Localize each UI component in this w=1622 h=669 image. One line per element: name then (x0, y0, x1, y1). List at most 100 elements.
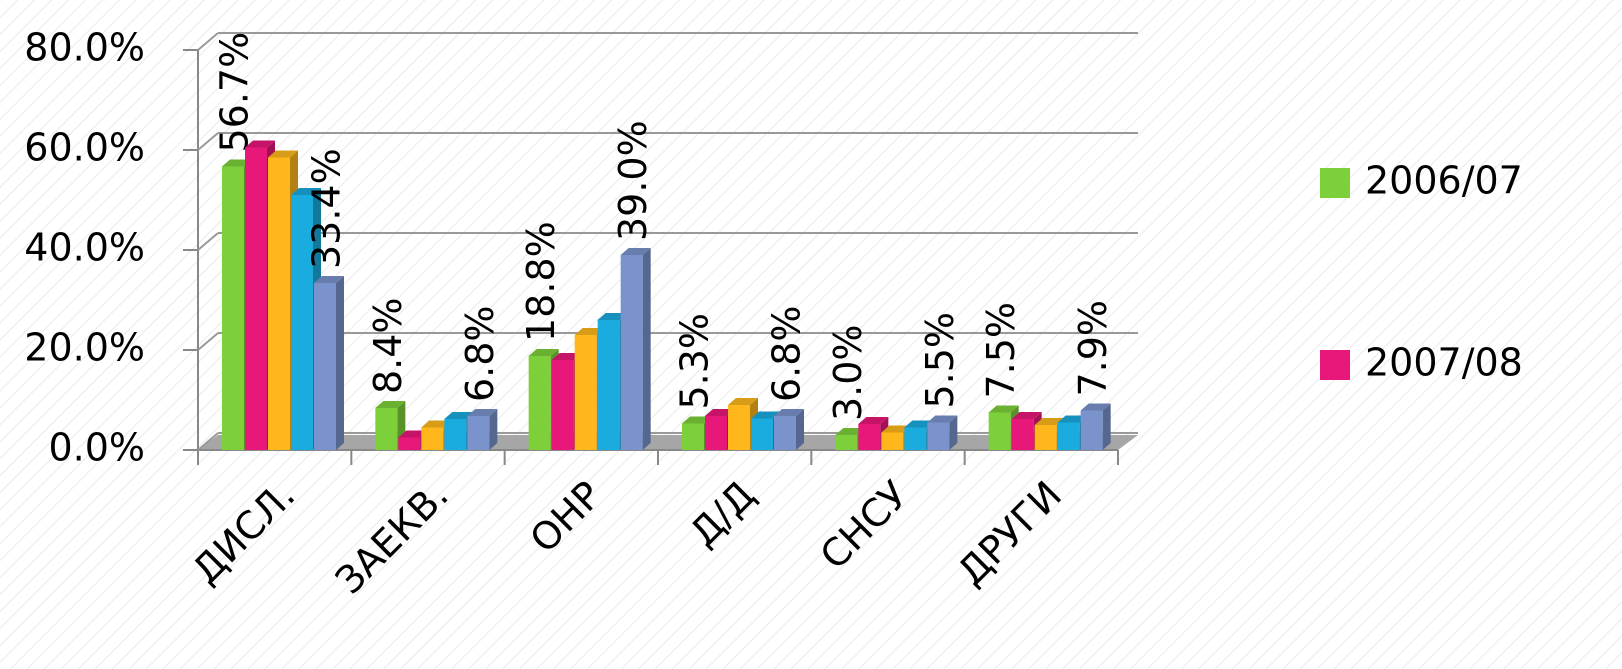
data-label: 7.9% (1071, 300, 1115, 397)
y-tick-label: 20.0% (24, 326, 145, 370)
bar-face (314, 276, 344, 283)
bar-face (682, 416, 712, 424)
data-label: 56.7% (213, 32, 257, 153)
bar (620, 248, 651, 450)
bar-face (314, 283, 336, 450)
bar-face (421, 420, 452, 428)
bar-face (1080, 403, 1111, 411)
bar-face (620, 248, 651, 255)
bar-face (467, 409, 498, 416)
data-label: 5.5% (918, 312, 962, 409)
bar-face (336, 276, 344, 450)
y-tick-label: 80.0% (24, 26, 145, 70)
bar-face (291, 195, 313, 450)
grid-line (197, 432, 219, 451)
data-label: 5.3% (673, 313, 717, 410)
data-label: 18.8% (519, 221, 563, 342)
bar-face (620, 255, 643, 450)
bar-face (528, 356, 551, 450)
data-label: 33.4% (305, 148, 349, 269)
bar-face (444, 419, 467, 450)
bar-face (774, 416, 796, 450)
bar-face (927, 415, 958, 423)
bar-face (597, 320, 620, 450)
bar-face (988, 412, 1011, 450)
grid-line (197, 132, 219, 151)
bar-face (858, 424, 881, 450)
bar-face (728, 405, 750, 450)
bar-face (551, 353, 582, 360)
bar-face (291, 188, 321, 195)
bar-face (1102, 403, 1111, 450)
bar-face (467, 416, 490, 450)
legend-swatch (1320, 350, 1350, 380)
bar-face (835, 435, 858, 450)
legend-swatch (1320, 168, 1350, 198)
data-label: 8.4% (366, 297, 410, 394)
bar-face (375, 408, 398, 450)
y-tick-label: 60.0% (24, 126, 145, 170)
bar-face (881, 432, 904, 450)
bar-face (988, 405, 1019, 413)
bar-face (444, 412, 475, 419)
bar-face (597, 313, 628, 320)
bar-face (751, 411, 781, 419)
bar-face (398, 430, 429, 438)
bar-face (489, 409, 498, 450)
bar-face (574, 335, 597, 450)
bar-face (375, 401, 406, 408)
bar-face (222, 166, 244, 450)
y-tick-label: 0.0% (48, 426, 145, 470)
legend-label: 2006/07 (1365, 159, 1523, 203)
data-label: 6.8% (458, 305, 502, 402)
grid-line (197, 232, 219, 251)
data-label: 7.5% (979, 302, 1023, 399)
bar-face (1057, 422, 1080, 450)
bar (314, 276, 344, 450)
bar-face (835, 428, 866, 435)
bar-face (268, 150, 298, 158)
bar-face (904, 427, 927, 450)
bar-face (1034, 425, 1057, 450)
bar-face (751, 418, 773, 450)
bar-face (574, 328, 605, 335)
bar-face (796, 409, 804, 450)
bar-face (222, 159, 252, 167)
bar-face (904, 420, 935, 428)
bar-face (245, 140, 275, 148)
grid-line (197, 32, 219, 51)
bar (467, 409, 498, 450)
bar-face (1080, 410, 1103, 450)
bar-face (268, 157, 290, 450)
bar-face (682, 423, 704, 450)
bar-face (245, 147, 267, 450)
bar-face (1034, 418, 1065, 425)
bar (1080, 403, 1111, 450)
legend-label: 2007/08 (1365, 341, 1523, 385)
bar-face (642, 248, 651, 450)
bar-face (858, 417, 889, 424)
bar-face (774, 409, 804, 416)
bar-face (528, 349, 559, 356)
data-label: 3.0% (826, 324, 870, 421)
bar-face (949, 415, 958, 450)
bar-face (1057, 415, 1088, 423)
bar-face (1011, 419, 1034, 450)
bar-face (881, 425, 912, 433)
bar-face (421, 427, 444, 450)
data-label: 6.8% (765, 305, 809, 402)
bar-face (728, 398, 758, 405)
bar-face (705, 416, 727, 450)
bar-face (551, 360, 574, 450)
bar (927, 415, 958, 450)
bar-face (927, 422, 950, 450)
bar (375, 401, 406, 450)
bar-face (1011, 412, 1042, 419)
bar-face (398, 437, 421, 450)
data-label: 39.0% (611, 120, 655, 241)
bar (774, 409, 804, 450)
bar-face (705, 409, 735, 416)
grid-line (197, 332, 219, 351)
y-tick-label: 40.0% (24, 226, 145, 270)
